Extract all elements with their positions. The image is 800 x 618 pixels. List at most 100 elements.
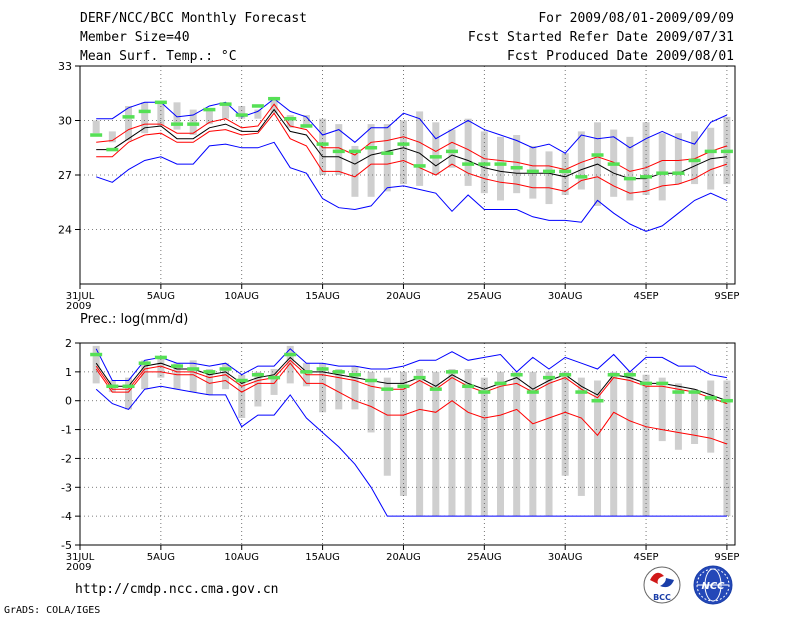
precip-range-bar: [141, 360, 149, 390]
precip-range-bar: [610, 371, 618, 517]
precip-range-bar: [642, 374, 650, 517]
precip-range-bar: [205, 368, 213, 395]
precip-ytick-label: -5: [61, 539, 72, 552]
precip-xtick-label: 31JUL: [66, 552, 95, 563]
precip-xtick-label: 4SEP: [634, 552, 659, 563]
precip-line-lower: [95, 362, 728, 445]
temp-range-bar: [399, 120, 407, 185]
precip-range-bar: [658, 377, 666, 442]
precip-range-bar: [674, 383, 682, 450]
precip-range-bar: [723, 380, 731, 517]
precip-ytick-label: 1: [65, 366, 72, 379]
precip-xtick-label: 5AUG: [147, 552, 175, 563]
precip-range-bar: [399, 371, 407, 496]
temp-range-bar: [416, 111, 424, 186]
precip-line-max: [95, 348, 727, 381]
member-size: Member Size=40: [80, 30, 190, 45]
precip-range-bar: [254, 371, 262, 407]
precip-xtick-label: 25AUG: [467, 552, 502, 563]
precip-range-bar: [529, 371, 537, 517]
temp-range-bar: [254, 109, 262, 119]
temp-line-mean: [96, 108, 727, 180]
temp-range-bar: [626, 136, 634, 201]
precip-range-bar: [173, 363, 181, 390]
temp-xtick-label: 5AUG: [147, 291, 175, 302]
precip-range-bar: [626, 371, 634, 517]
fcst-start-date: Fcst Started Refer Date 2009/07/31: [467, 30, 734, 45]
ncc-logo-text: NCC: [701, 581, 725, 592]
precip-range-bar: [238, 374, 246, 419]
forecast-title: DERF/NCC/BCC Monthly Forecast: [80, 11, 307, 26]
temp-range-bar: [238, 105, 246, 119]
variable-label: Mean Surf. Temp.: °C: [80, 49, 237, 64]
precip-range-bar: [513, 371, 521, 517]
precip-ytick-label: -3: [61, 481, 72, 494]
temp-ytick-label: 24: [58, 224, 72, 237]
temp-ytick-label: 27: [58, 169, 72, 182]
temp-line-max: [96, 98, 728, 154]
precip-panel-title: Prec.: log(mm/d): [80, 312, 188, 327]
precip-range-bar: [432, 371, 440, 517]
precip-line-min: [95, 385, 727, 517]
temp-range-bar: [691, 131, 699, 185]
precip-xtick-label: 9SEP: [714, 552, 739, 563]
precip-xtick-label: 10AUG: [224, 552, 259, 563]
precip-range-bar: [496, 371, 504, 517]
bcc-logo-text: BCC: [653, 593, 671, 602]
temp-range-bar: [658, 133, 666, 201]
precip-range-bar: [691, 389, 699, 444]
temp-range-bar: [125, 105, 133, 141]
temp-range-bar: [205, 109, 213, 125]
precip-frame: [79, 342, 736, 546]
precip-ytick-label: 0: [65, 395, 72, 408]
precip-range-bar: [351, 366, 359, 410]
grads-credit: GrADS: COLA/IGES: [4, 605, 101, 616]
precip-ytick-label: 2: [65, 337, 72, 350]
temp-range-bar: [189, 109, 197, 136]
temp-line-upper: [96, 103, 728, 172]
temp-range-bar: [141, 102, 149, 134]
temp-range-bar: [432, 122, 440, 175]
precip-range-bar: [464, 368, 472, 517]
precip-range-bar: [189, 360, 197, 393]
temp-xtick-label: 30AUG: [548, 291, 583, 302]
temp-range-bar: [222, 102, 230, 119]
precip-ytick-label: -1: [61, 424, 72, 437]
temp-range-bar: [545, 151, 553, 205]
temp-xtick-label: 20AUG: [386, 291, 421, 302]
temp-line-lower: [96, 112, 728, 194]
temp-xtick-label: 31JUL: [66, 291, 95, 302]
bcc-logo: BCC: [643, 566, 681, 604]
precip-xtick-label: 20AUG: [386, 552, 421, 563]
temp-range-bar: [496, 136, 504, 201]
forecast-period: For 2009/08/01-2009/09/09: [538, 11, 734, 26]
temp-range-bar: [464, 118, 472, 186]
temp-range-bar: [513, 135, 521, 194]
precip-range-bar: [92, 345, 100, 384]
temp-line-min: [96, 141, 728, 232]
temp-ytick-label: 30: [58, 115, 72, 128]
precip-range-bar: [335, 368, 343, 410]
precip-ytick-label: -4: [61, 510, 72, 523]
precip-range-bar: [448, 368, 456, 517]
precip-range-bar: [416, 368, 424, 517]
temp-xtick-label: 9SEP: [714, 291, 739, 302]
precip-line-upper: [95, 359, 728, 405]
precip-range-bar: [480, 377, 488, 517]
precip-range-bar: [367, 371, 375, 433]
precip-range-bar: [222, 363, 230, 390]
precip-xtick-label: 30AUG: [548, 552, 583, 563]
temp-xtick-label: 4SEP: [634, 291, 659, 302]
temp-xtick-label: 25AUG: [467, 291, 502, 302]
precip-range-bar: [125, 377, 133, 410]
temp-range-bar: [577, 131, 585, 190]
temp-range-bar: [92, 120, 100, 134]
temp-range-bar: [674, 133, 682, 185]
precip-range-bar: [383, 377, 391, 476]
precip-xtick-label: 15AUG: [305, 552, 340, 563]
website-url[interactable]: http://cmdp.ncc.cma.gov.cn: [75, 582, 279, 597]
temp-xtick-label: 10AUG: [224, 291, 259, 302]
temp-range-bar: [351, 145, 359, 197]
